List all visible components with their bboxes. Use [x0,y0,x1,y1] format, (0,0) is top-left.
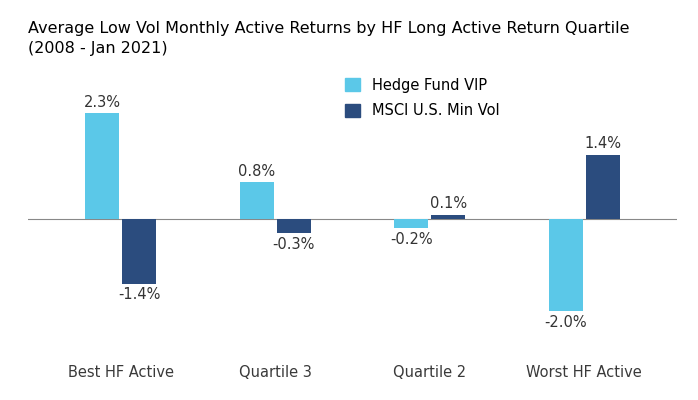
Bar [549,219,583,311]
Bar [122,219,156,284]
Text: 0.1%: 0.1% [430,196,467,211]
Text: 0.8%: 0.8% [238,164,275,179]
Text: -0.3%: -0.3% [273,237,315,252]
Text: -1.4%: -1.4% [118,287,161,302]
Bar [394,219,428,228]
Text: -2.0%: -2.0% [544,315,587,330]
Text: -0.2%: -0.2% [390,232,433,247]
Bar [586,155,620,219]
Text: 1.4%: 1.4% [584,136,621,151]
Bar [276,219,311,233]
Bar [239,182,274,219]
Text: 2.3%: 2.3% [84,95,121,110]
Legend: Hedge Fund VIP, MSCI U.S. Min Vol: Hedge Fund VIP, MSCI U.S. Min Vol [339,72,505,124]
Bar [431,214,466,219]
Text: Average Low Vol Monthly Active Returns by HF Long Active Return Quartile
(2008 -: Average Low Vol Monthly Active Returns b… [28,21,630,56]
Bar [85,114,119,219]
